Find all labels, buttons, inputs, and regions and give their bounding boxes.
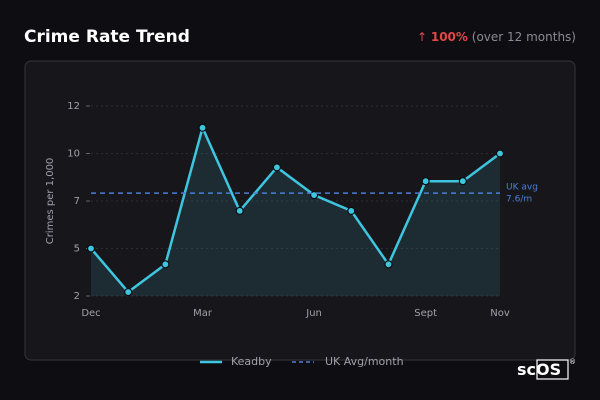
logo-a: sc	[517, 360, 536, 379]
point	[124, 287, 133, 297]
point	[198, 123, 207, 132]
point	[421, 177, 430, 186]
y-tick-label: 5	[74, 244, 80, 255]
point	[272, 163, 282, 172]
change-arrow: ↑	[417, 30, 427, 44]
x-tick-label: Sept	[414, 308, 437, 319]
y-tick-label: 7	[74, 196, 80, 207]
y-tick-label: 2	[74, 291, 80, 302]
y-tick-label: 12	[67, 101, 80, 112]
legend-label: UK Avg/month	[325, 355, 404, 368]
point	[495, 149, 505, 158]
point	[86, 244, 96, 253]
point	[309, 190, 319, 200]
logo-mark: ®	[569, 358, 576, 366]
change-note: (over 12 months)	[472, 30, 576, 44]
change-value: 100%	[431, 30, 468, 44]
point	[161, 260, 170, 269]
x-tick-label: Nov	[490, 308, 510, 319]
area	[91, 127, 500, 296]
reference-label: UK avg	[506, 183, 538, 193]
point	[235, 206, 244, 215]
line	[90, 124, 501, 294]
point	[347, 206, 356, 215]
x-tick-label: Mar	[193, 308, 213, 319]
logo-b: OS	[536, 360, 561, 379]
logo: scOS	[517, 360, 561, 379]
x-tick-label: Jun	[305, 308, 322, 319]
y-tick-label: 10	[67, 149, 80, 160]
legend-label: Keadby	[231, 355, 272, 368]
reference-label: 7.6/m	[506, 195, 532, 205]
point	[458, 177, 467, 186]
logo-box	[536, 359, 569, 380]
card	[24, 60, 576, 361]
title: Crime Rate Trend	[24, 27, 190, 47]
change: ↑ 100% (over 12 months)	[417, 30, 576, 44]
x-tick-label: Dec	[81, 308, 100, 319]
point	[384, 260, 393, 269]
y-axis-label: Crimes per 1,000	[45, 158, 56, 245]
